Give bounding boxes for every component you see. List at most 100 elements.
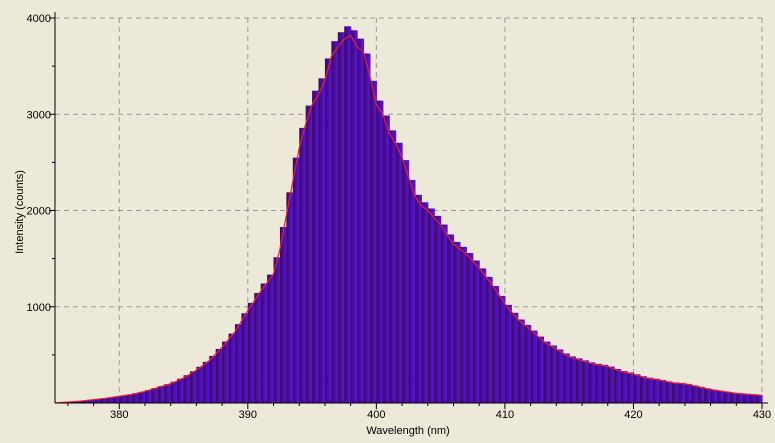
spectrum-bar xyxy=(569,356,577,403)
spectrum-bar xyxy=(736,393,744,403)
x-tick-label: 420 xyxy=(624,409,642,421)
spectrum-bar xyxy=(170,381,178,403)
spectrum-bar xyxy=(511,312,519,403)
spectrum-bar xyxy=(241,313,249,403)
spectrum-bar xyxy=(369,80,377,403)
spectrum-bar xyxy=(582,360,590,403)
spectrum-bar xyxy=(254,292,262,403)
spectrum-bar xyxy=(556,349,564,403)
spectrum-bar xyxy=(350,30,358,403)
spectrum-bar xyxy=(485,276,493,403)
spectrum-bar xyxy=(498,295,506,403)
x-tick-label: 380 xyxy=(110,409,128,421)
spectrum-bar xyxy=(273,257,281,403)
spectrum-bar xyxy=(678,382,686,403)
spectrum-bar xyxy=(729,392,737,403)
spectrum-bar xyxy=(504,304,512,403)
spectrum-bar xyxy=(434,215,442,403)
spectrum-bar xyxy=(742,393,750,403)
spectrum-bar xyxy=(691,385,699,403)
spectrum-bar xyxy=(247,302,255,403)
spectrum-bar xyxy=(344,26,352,404)
spectrum-bar xyxy=(202,361,210,403)
spectrum-bar xyxy=(755,394,763,403)
spectrum-bar xyxy=(440,224,448,403)
y-axis-label: Intensity (counts) xyxy=(14,170,26,254)
spectrum-bar xyxy=(492,286,500,403)
spectrum-bar xyxy=(80,400,88,403)
spectrum-bar xyxy=(67,401,75,403)
x-tick-label: 410 xyxy=(496,409,514,421)
spectrum-bar xyxy=(627,372,635,403)
spectrum-bar xyxy=(530,330,538,403)
spectrum-bar xyxy=(74,401,82,403)
spectrum-bar xyxy=(710,389,718,403)
spectrum-bar xyxy=(112,396,120,403)
spectrum-bar xyxy=(164,384,172,403)
spectrum-bar xyxy=(704,388,712,403)
spectrum-bar xyxy=(672,382,680,403)
spectrum-bar xyxy=(106,397,114,403)
spectrum-bar xyxy=(717,390,725,403)
spectrum-bar xyxy=(665,381,673,403)
spectrum-bar xyxy=(459,246,467,403)
spectrum-bar xyxy=(562,353,570,403)
spectrum-bar xyxy=(421,202,429,403)
spectrum-bar xyxy=(196,366,204,403)
spectrum-bar xyxy=(408,179,416,403)
spectrum-bar xyxy=(177,378,185,403)
spectrum-bar xyxy=(601,364,609,403)
spectrum-curve xyxy=(54,34,763,404)
spectrum-bar xyxy=(697,386,705,403)
spectrum-bar xyxy=(447,234,455,403)
spectrum-bar xyxy=(395,142,403,403)
spectrum-bar xyxy=(453,241,461,403)
spectrum-bar xyxy=(479,268,487,403)
spectrum-bar xyxy=(646,377,654,403)
spectrum-bar xyxy=(305,105,313,404)
spectrum-bar xyxy=(93,399,101,403)
spectrum-bar xyxy=(183,375,191,403)
y-tick-label: 4000 xyxy=(27,13,51,25)
spectrum-bar xyxy=(749,394,757,403)
y-tick-label: 1000 xyxy=(27,302,51,314)
x-tick-label: 400 xyxy=(367,409,385,421)
spectrum-bars xyxy=(55,26,763,404)
spectrum-bar xyxy=(639,376,647,403)
spectrum-bar xyxy=(144,390,153,403)
x-tick-label: 430 xyxy=(753,409,771,421)
spectrum-bar xyxy=(125,394,133,403)
spectrum-bar xyxy=(376,100,384,404)
spectrum-bar xyxy=(382,115,390,403)
y-tick-label: 2000 xyxy=(27,206,51,218)
spectrum-bar xyxy=(652,378,660,403)
axis-labels: Wavelength (nm) Intensity (counts) 380 39… xyxy=(14,13,771,437)
spectrum-bar xyxy=(684,383,692,403)
spectrum-bar xyxy=(222,341,230,403)
spectrum-bar xyxy=(234,324,242,403)
spectrum-bar xyxy=(402,160,410,403)
spectrum-bar xyxy=(299,127,307,404)
spectrum-bar xyxy=(267,274,275,403)
spectrum-bar xyxy=(132,393,140,403)
spectrum-bar xyxy=(594,363,602,403)
spectrum-bar xyxy=(389,130,397,403)
spectrum-bar xyxy=(549,345,557,403)
spectrum-bar xyxy=(337,32,345,404)
spectrum-bar xyxy=(633,374,641,403)
y-tick-label: 3000 xyxy=(27,109,51,121)
spectrum-bar xyxy=(157,386,165,403)
curve-layer xyxy=(54,34,763,404)
spectrum-bar xyxy=(189,371,197,403)
spectrum-bar xyxy=(87,399,95,403)
spectrum-bar xyxy=(427,208,435,403)
spectrum-bar xyxy=(260,283,268,403)
spectrum-bar xyxy=(119,395,127,403)
spectrum-bar xyxy=(537,336,545,403)
spectrum-bar xyxy=(279,227,287,403)
spectrum-bar xyxy=(472,260,480,403)
spectrum-bar xyxy=(414,194,422,403)
spectrum-bar xyxy=(659,379,667,403)
x-axis-label: Wavelength (nm) xyxy=(366,425,449,437)
